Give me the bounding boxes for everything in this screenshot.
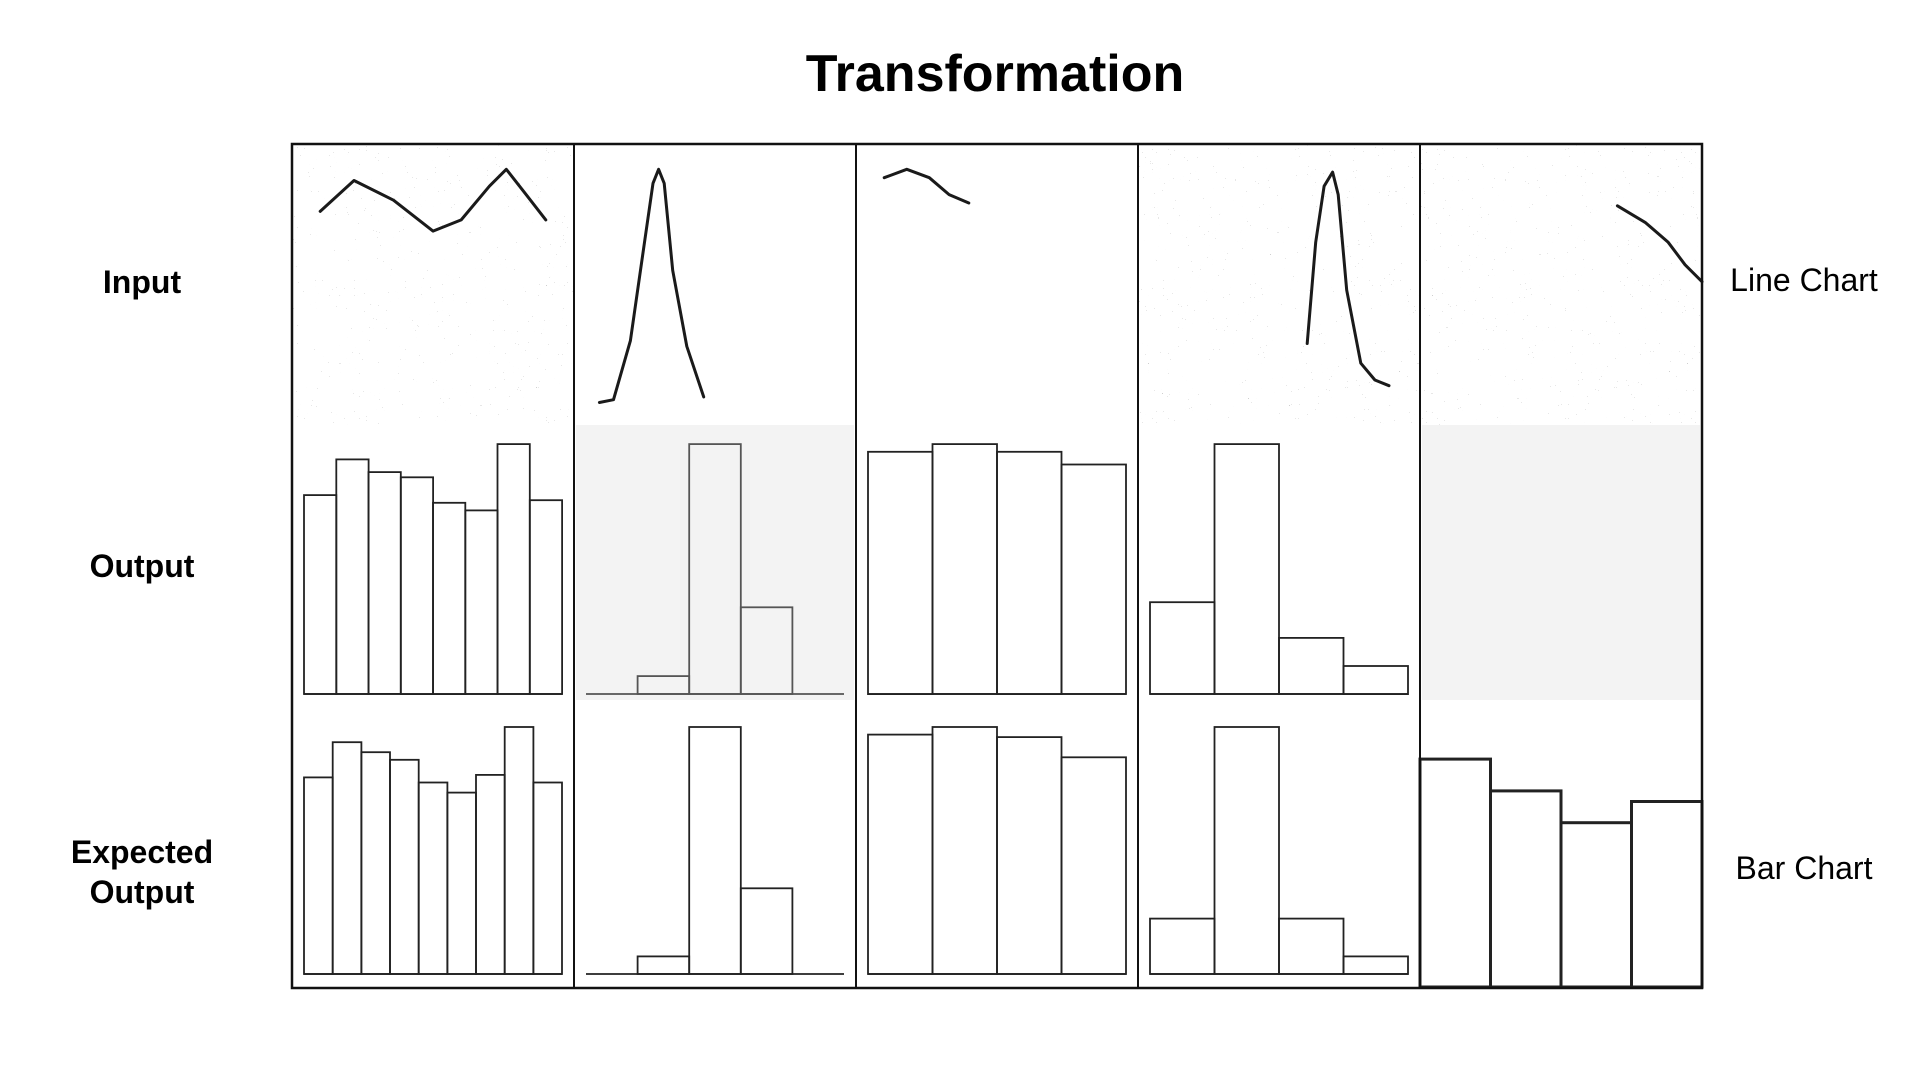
bar <box>739 887 794 975</box>
bar <box>1559 821 1633 989</box>
line-curve <box>882 167 971 205</box>
bar <box>1149 917 1216 975</box>
line-curve <box>1615 204 1704 284</box>
noise-texture <box>292 144 574 425</box>
faded-background <box>576 425 854 700</box>
bar <box>417 781 449 975</box>
bar <box>528 499 563 695</box>
bar <box>464 509 499 695</box>
bar <box>331 741 363 975</box>
bar <box>1278 637 1345 695</box>
bar <box>503 726 535 975</box>
bar <box>432 501 467 695</box>
bar <box>389 758 420 975</box>
bar <box>532 781 563 975</box>
side-label-line-chart: Line Chart <box>1730 262 1878 298</box>
bar <box>496 443 531 695</box>
bar <box>996 736 1063 975</box>
bar <box>1418 757 1492 989</box>
bar <box>1630 800 1704 989</box>
bar <box>1342 665 1409 696</box>
bar <box>867 733 934 975</box>
row-label-expected-output: Expected Output <box>70 834 214 910</box>
noise-texture <box>1420 144 1702 425</box>
bar <box>475 774 506 975</box>
bar <box>996 450 1063 695</box>
bar <box>688 726 742 975</box>
bar <box>1213 726 1280 975</box>
bar <box>1060 756 1127 975</box>
bar <box>335 458 370 695</box>
figure-title: Transformation <box>805 45 1185 103</box>
bar <box>636 955 691 975</box>
bar <box>931 726 998 975</box>
bar <box>1060 463 1127 695</box>
bar <box>1489 789 1563 989</box>
side-label-bar-chart: Bar Chart <box>1735 850 1873 886</box>
faded-background <box>1422 425 1700 700</box>
bar <box>367 471 402 695</box>
bar <box>399 476 434 695</box>
line-curve <box>1305 170 1391 388</box>
bar <box>688 443 742 695</box>
bar <box>446 791 477 975</box>
bar <box>1342 955 1409 975</box>
row-label-input: Input <box>102 264 182 300</box>
bar <box>360 751 391 975</box>
line-curve <box>597 167 706 404</box>
bar <box>1278 917 1345 975</box>
bar <box>1213 443 1280 695</box>
bar <box>867 450 934 695</box>
bar <box>303 494 338 695</box>
bar <box>739 606 794 695</box>
bar <box>303 776 334 975</box>
bar <box>931 443 998 695</box>
row-label-output: Output <box>89 548 195 584</box>
noise-texture <box>1138 144 1420 425</box>
bar <box>1149 601 1216 695</box>
grid-border <box>290 142 1704 990</box>
line-curve <box>318 167 548 233</box>
